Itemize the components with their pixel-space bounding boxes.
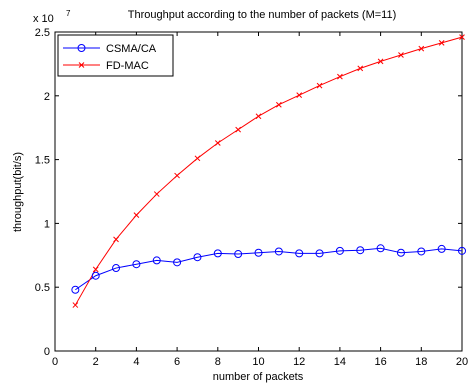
x-tick-label: 14 [334,356,346,368]
x-tick-label: 0 [52,356,58,368]
data-point-x [337,73,343,80]
data-point-x [418,45,425,52]
data-point-x [459,34,465,40]
x-tick-label: 16 [374,356,386,368]
legend-label-csma: CSMA/CA [106,43,157,55]
data-point-circle [396,248,405,257]
data-point-circle [458,246,466,255]
x-tick-label: 8 [215,356,221,368]
series-line-1 [74,36,463,306]
y-tick-label: 0.5 [35,282,50,294]
legend-marker-csma [77,44,86,52]
legend-box [57,34,174,77]
x-axis-label: number of packets [213,371,304,383]
x-tick-label: 18 [415,356,427,368]
x-tick-label: 12 [293,356,305,368]
x-tick-label: 4 [133,356,139,368]
x-tick-label: 10 [252,356,264,368]
x-tick-label: 20 [456,356,468,368]
series-markers [71,34,466,308]
data-point-x [174,172,180,179]
data-point-circle [254,248,263,257]
data-point-circle [213,249,222,258]
data-point-circle [274,247,283,256]
legend: CSMA/CA FD-MAC [57,34,174,77]
data-point-circle [193,253,202,262]
y-tick-label: 2.5 [35,27,50,39]
y-exponent-label: 7 [66,9,71,18]
data-point-x [113,236,119,243]
x-tick-label: 2 [93,356,99,368]
y-multiplier-label: x 10 [33,13,54,25]
data-point-circle [335,246,344,255]
data-point-x [398,52,404,58]
data-point-x [377,58,384,65]
data-point-x [194,155,201,162]
y-tick-label: 0 [44,346,50,358]
y-tick-label: 1 [44,218,50,230]
data-point-circle [417,247,426,256]
data-point-circle [234,250,243,259]
data-point-x [133,212,140,218]
data-point-circle [91,271,100,280]
data-point-x [357,65,364,72]
data-point-x [92,266,99,273]
data-point-x [72,302,79,308]
data-point-circle [356,246,365,255]
data-point-circle [173,258,182,267]
legend-label-fdmac: FD-MAC [106,60,149,72]
data-point-circle [295,249,304,258]
data-point-x [438,39,445,46]
tick-group: 0 2 4 6 8 10 12 14 16 18 20 0 0.5 1 1.5 2 2.5 [35,27,468,368]
data-point-circle [152,256,161,265]
data-point-x [296,92,303,99]
data-point-circle [71,285,80,294]
data-point-x [255,113,262,120]
data-point-circle [315,249,324,258]
data-point-x [316,82,323,89]
data-point-x [153,191,160,197]
x-tick-label: 6 [174,356,180,368]
data-point-circle [132,260,141,269]
chart-title: Throughput according to the number of pa… [128,9,397,21]
data-point-x [275,101,282,108]
legend-marker-fdmac [78,62,85,68]
y-tick-label: 2 [44,91,50,103]
y-tick-label: 1.5 [35,155,50,167]
data-point-circle [112,264,121,273]
data-point-x [214,140,221,146]
y-axis-label: throughput(bit/s) [12,152,24,232]
data-point-x [235,126,242,133]
plot-area [54,31,463,352]
data-point-circle [376,244,385,253]
plot-frame [54,31,463,352]
data-point-circle [437,244,446,253]
